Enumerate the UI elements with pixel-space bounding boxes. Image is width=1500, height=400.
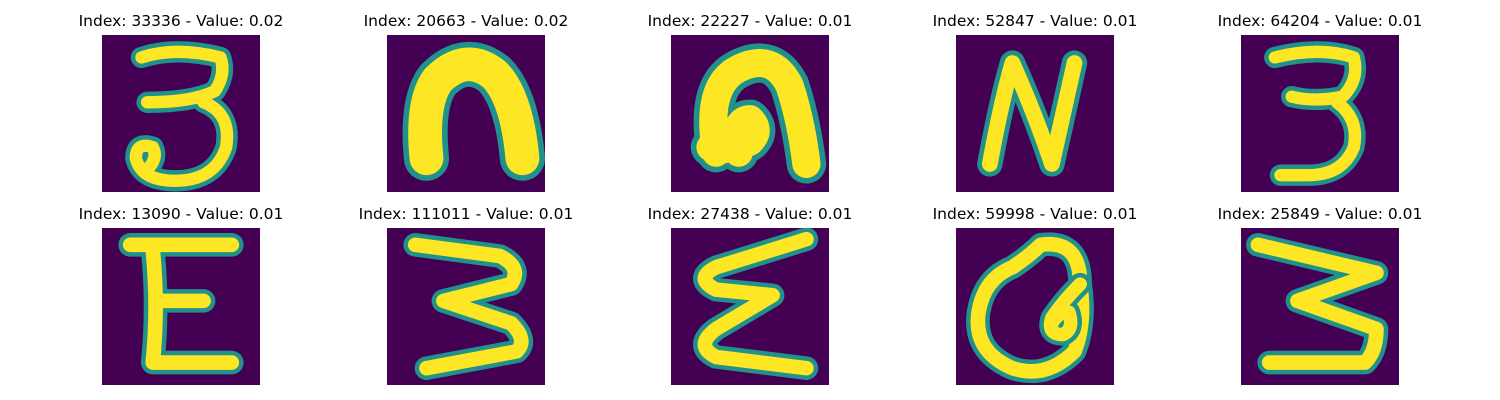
panel-title: Index: 27438 - Value: 0.01 — [647, 205, 853, 223]
panel-6: Index: 111011 - Value: 0.01 — [359, 203, 573, 385]
panel-0: Index: 33336 - Value: 0.02 — [79, 10, 283, 192]
digit-image — [671, 35, 829, 192]
panel-title: Index: 13090 - Value: 0.01 — [78, 205, 284, 223]
digit-image — [671, 228, 829, 385]
panel-3: Index: 52847 - Value: 0.01 — [933, 10, 1137, 192]
panel-title: Index: 52847 - Value: 0.01 — [932, 12, 1138, 30]
panel-title: Index: 22227 - Value: 0.01 — [647, 12, 853, 30]
panel-title: Index: 111011 - Value: 0.01 — [358, 205, 574, 223]
digit-image — [956, 228, 1114, 385]
digit-image — [102, 228, 260, 385]
digit-image — [1241, 228, 1399, 385]
panel-title: Index: 64204 - Value: 0.01 — [1217, 12, 1423, 30]
panel-title: Index: 20663 - Value: 0.02 — [363, 12, 569, 30]
digit-image — [387, 35, 545, 192]
digit-image — [956, 35, 1114, 192]
digit-image — [102, 35, 260, 192]
panel-5: Index: 13090 - Value: 0.01 — [79, 203, 283, 385]
digit-image — [387, 228, 545, 385]
panel-9: Index: 25849 - Value: 0.01 — [1218, 203, 1422, 385]
panel-7: Index: 27438 - Value: 0.01 — [648, 203, 852, 385]
panel-title: Index: 25849 - Value: 0.01 — [1217, 205, 1423, 223]
panel-8: Index: 59998 - Value: 0.01 — [933, 203, 1137, 385]
panel-2: Index: 22227 - Value: 0.01 — [648, 10, 852, 192]
panel-title: Index: 59998 - Value: 0.01 — [932, 205, 1138, 223]
panel-1: Index: 20663 - Value: 0.02 — [364, 10, 568, 192]
panel-title: Index: 33336 - Value: 0.02 — [78, 12, 284, 30]
digit-image — [1241, 35, 1399, 192]
panel-4: Index: 64204 - Value: 0.01 — [1218, 10, 1422, 192]
